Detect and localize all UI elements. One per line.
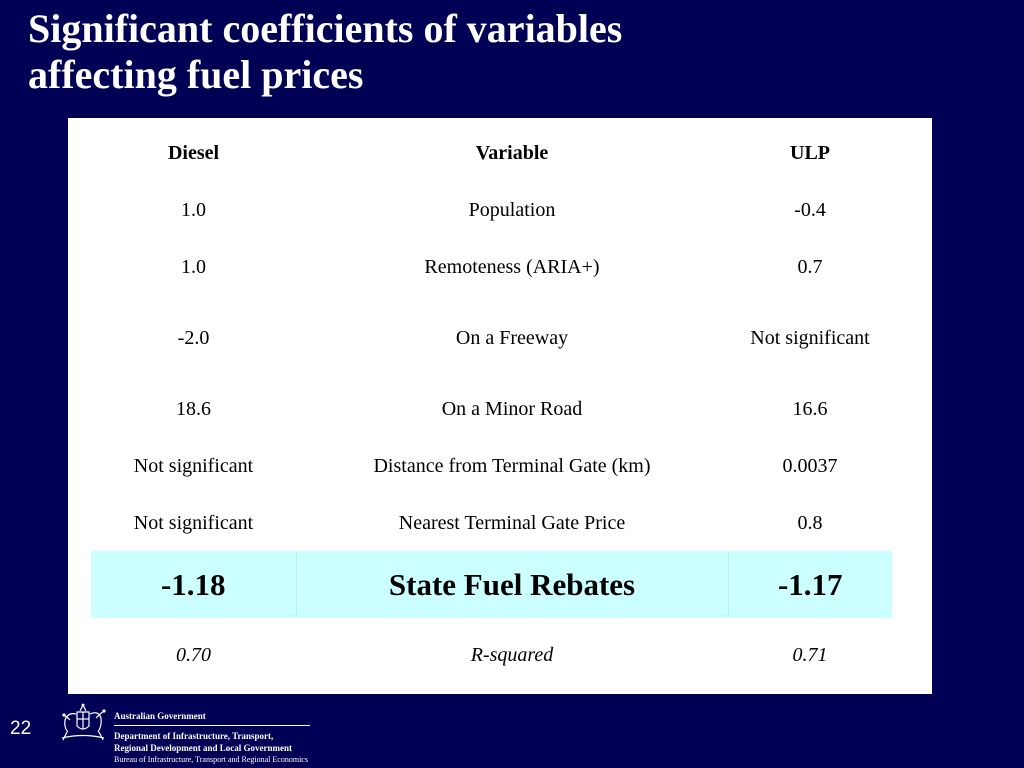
table-row: Not significant Nearest Terminal Gate Pr… [91, 494, 892, 551]
table-row: 18.6 On a Minor Road 16.6 [91, 380, 892, 437]
header-variable: Variable [475, 141, 549, 164]
variable-cell: R-squared [470, 644, 554, 666]
ulp-cell: 0.71 [792, 644, 828, 666]
diesel-cell: -2.0 [177, 326, 210, 349]
variable-cell: On a Minor Road [441, 397, 583, 420]
slide-number: 22 [10, 718, 32, 739]
coefficients-table: Diesel Variable ULP 1.0 Population -0.4 … [91, 124, 892, 692]
diesel-cell: 18.6 [176, 397, 211, 420]
table-row: 1.0 Remoteness (ARIA+) 0.7 [91, 238, 892, 295]
table-header-row: Diesel Variable ULP [91, 124, 892, 181]
ulp-cell: 0.0037 [782, 454, 838, 477]
footer-department-line-1: Department of Infrastructure, Transport, [114, 731, 274, 741]
diesel-cell: Not significant [133, 454, 254, 477]
slide-title: Significant coefficients of variables af… [28, 6, 988, 98]
table-row: Not significant Distance from Terminal G… [91, 437, 892, 494]
diesel-cell: 0.70 [176, 644, 211, 666]
footer-divider [114, 725, 310, 726]
diesel-cell: 1.0 [181, 255, 206, 278]
footer-department-line-2: Regional Development and Local Governmen… [114, 743, 292, 753]
slide-title-line-2: affecting fuel prices [28, 52, 364, 97]
diesel-cell: 1.0 [181, 198, 206, 221]
ulp-cell: 0.7 [797, 255, 823, 278]
footer-government: Australian Government [114, 711, 206, 721]
footer-bureau: Bureau of Infrastructure, Transport and … [114, 755, 308, 764]
diesel-cell: Not significant [133, 511, 254, 534]
table-row: -2.0 On a Freeway Not significant [91, 295, 892, 380]
ulp-cell: -0.4 [794, 198, 826, 221]
variable-cell: Distance from Terminal Gate (km) [373, 454, 651, 477]
variable-cell: On a Freeway [455, 326, 569, 349]
r-squared-row: 0.70 R-squared 0.71 [91, 618, 892, 692]
header-ulp: ULP [790, 141, 830, 164]
variable-cell: Remoteness (ARIA+) [424, 255, 600, 278]
diesel-cell: -1.18 [91, 551, 296, 618]
variable-cell: State Fuel Rebates [295, 551, 728, 618]
ulp-cell: 16.6 [792, 397, 828, 420]
ulp-cell: 0.8 [797, 511, 823, 534]
footer-agency-block: Australian Government Department of Infr… [114, 711, 310, 765]
ulp-cell: -1.17 [727, 551, 892, 618]
variable-cell: Population [468, 198, 556, 221]
table-row: 1.0 Population -0.4 [91, 181, 892, 238]
slide-title-line-1: Significant coefficients of variables [28, 6, 623, 51]
highlighted-table-row: -1.18 State Fuel Rebates -1.17 [91, 551, 892, 618]
ulp-cell: Not significant [750, 326, 870, 349]
coefficients-table-panel: Diesel Variable ULP 1.0 Population -0.4 … [68, 118, 932, 694]
header-diesel: Diesel [167, 141, 220, 164]
coat-of-arms-icon [61, 703, 106, 741]
variable-cell: Nearest Terminal Gate Price [398, 511, 626, 534]
